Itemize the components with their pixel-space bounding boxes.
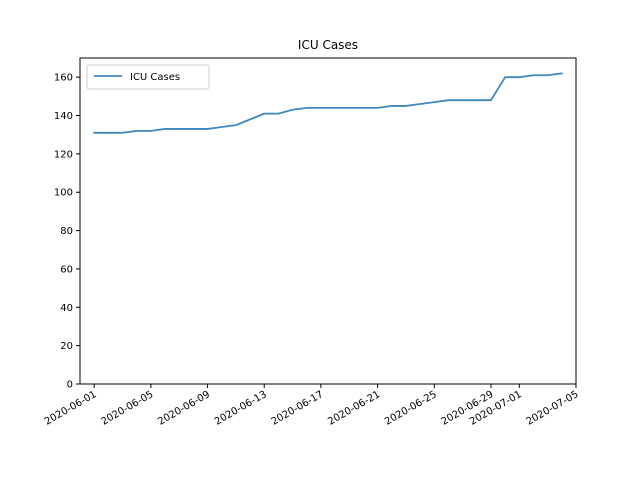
y-tick-label: 60 [60, 264, 73, 275]
y-tick-label: 160 [54, 73, 73, 84]
axes-frame [79, 57, 577, 385]
series-line-0 [93, 72, 563, 134]
plot-area [93, 72, 563, 134]
y-tick-label: 140 [54, 111, 73, 122]
legend: ICU Cases [86, 64, 210, 90]
y-tick-label: 120 [54, 149, 73, 160]
y-tick-label: 40 [60, 303, 73, 314]
legend-box [86, 64, 210, 90]
legend-label: ICU Cases [130, 72, 180, 83]
chart-title: ICU Cases [298, 38, 358, 52]
y-tick-label: 20 [60, 341, 73, 352]
y-tick-label: 0 [67, 380, 73, 391]
y-tick-label: 80 [60, 226, 73, 237]
y-tick-label: 100 [54, 188, 73, 199]
